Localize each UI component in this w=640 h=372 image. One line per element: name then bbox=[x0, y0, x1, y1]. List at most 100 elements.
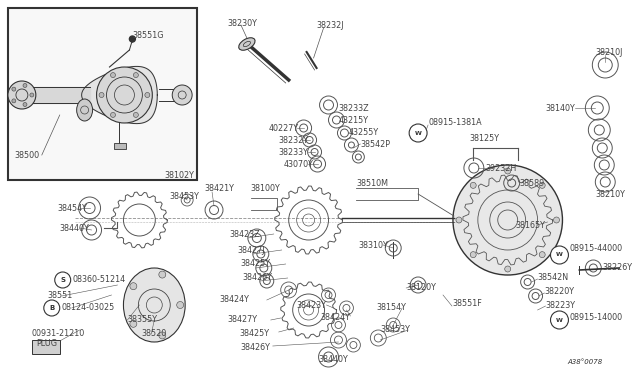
Text: S: S bbox=[60, 277, 65, 283]
Text: 38425Y: 38425Y bbox=[239, 330, 269, 339]
Text: 08915-1381A: 08915-1381A bbox=[428, 118, 482, 126]
Text: 38542N: 38542N bbox=[538, 273, 569, 282]
Bar bbox=[115, 143, 127, 149]
Circle shape bbox=[505, 168, 511, 174]
Circle shape bbox=[159, 332, 166, 339]
Circle shape bbox=[505, 266, 511, 272]
Text: 38427Y: 38427Y bbox=[227, 315, 257, 324]
Circle shape bbox=[453, 165, 563, 275]
Circle shape bbox=[177, 301, 184, 308]
Text: A38°0078: A38°0078 bbox=[568, 359, 603, 365]
Text: 38233Y: 38233Y bbox=[279, 148, 308, 157]
Text: 38165Y: 38165Y bbox=[516, 221, 545, 230]
Polygon shape bbox=[82, 66, 157, 124]
Text: 08124-03025: 08124-03025 bbox=[61, 304, 115, 312]
Circle shape bbox=[550, 246, 568, 264]
Circle shape bbox=[55, 272, 70, 288]
Text: W: W bbox=[415, 131, 422, 135]
Circle shape bbox=[111, 73, 115, 78]
Text: W: W bbox=[556, 253, 563, 257]
Circle shape bbox=[99, 93, 104, 97]
Text: 38355Y: 38355Y bbox=[127, 315, 157, 324]
Text: 38233Z: 38233Z bbox=[339, 103, 369, 112]
Circle shape bbox=[8, 81, 36, 109]
Text: 38100Y: 38100Y bbox=[251, 183, 280, 192]
Text: 38154Y: 38154Y bbox=[376, 304, 406, 312]
Text: 38210J: 38210J bbox=[595, 48, 623, 57]
Text: 38551G: 38551G bbox=[132, 31, 164, 39]
Text: 38453Y: 38453Y bbox=[380, 326, 410, 334]
Text: 38424Y: 38424Y bbox=[321, 314, 351, 323]
Text: 38520: 38520 bbox=[141, 330, 166, 339]
Circle shape bbox=[554, 217, 559, 223]
Circle shape bbox=[133, 112, 138, 118]
Text: 40227Y: 40227Y bbox=[269, 124, 299, 132]
Text: 38589: 38589 bbox=[520, 179, 545, 187]
Circle shape bbox=[550, 311, 568, 329]
Circle shape bbox=[172, 85, 192, 105]
Text: 08915-14000: 08915-14000 bbox=[570, 314, 623, 323]
Circle shape bbox=[129, 36, 136, 42]
Circle shape bbox=[30, 93, 34, 97]
Text: 38102Y: 38102Y bbox=[164, 170, 194, 180]
Text: 38542P: 38542P bbox=[360, 140, 390, 148]
Text: 00931-21210: 00931-21210 bbox=[32, 328, 85, 337]
Text: 38220Y: 38220Y bbox=[545, 288, 575, 296]
Circle shape bbox=[540, 182, 545, 188]
Text: 38125Y: 38125Y bbox=[470, 134, 500, 142]
Text: W: W bbox=[556, 317, 563, 323]
Circle shape bbox=[130, 283, 137, 290]
Text: 38421Y: 38421Y bbox=[204, 183, 234, 192]
Text: 38423Y: 38423Y bbox=[297, 301, 326, 310]
Text: 38230Y: 38230Y bbox=[227, 19, 257, 28]
Circle shape bbox=[44, 300, 60, 316]
Text: 43255Y: 43255Y bbox=[348, 128, 378, 137]
Circle shape bbox=[23, 103, 27, 106]
Bar bbox=[8, 8, 197, 180]
Text: 38440Y: 38440Y bbox=[319, 356, 348, 365]
Circle shape bbox=[470, 182, 476, 188]
Text: 38453Y: 38453Y bbox=[169, 192, 199, 201]
Text: 08360-51214: 08360-51214 bbox=[73, 276, 126, 285]
Text: 38223Y: 38223Y bbox=[545, 301, 575, 310]
Text: 38426Y: 38426Y bbox=[241, 343, 271, 353]
Bar bbox=[32, 340, 60, 354]
Text: 38210Y: 38210Y bbox=[595, 189, 625, 199]
Text: 38426Y: 38426Y bbox=[243, 273, 273, 282]
Text: 38232J: 38232J bbox=[317, 20, 344, 29]
Text: 38423Z: 38423Z bbox=[229, 230, 260, 238]
Circle shape bbox=[12, 99, 16, 103]
Text: 38140Y: 38140Y bbox=[545, 103, 575, 112]
Text: 38510M: 38510M bbox=[356, 179, 388, 187]
Circle shape bbox=[145, 93, 150, 97]
Ellipse shape bbox=[77, 99, 93, 121]
Text: 38440Y: 38440Y bbox=[60, 224, 90, 232]
Text: 38425Y: 38425Y bbox=[241, 260, 271, 269]
Text: B: B bbox=[49, 305, 54, 311]
Circle shape bbox=[133, 73, 138, 78]
Text: 38310Y: 38310Y bbox=[358, 241, 388, 250]
Text: PLUG: PLUG bbox=[36, 340, 57, 349]
Circle shape bbox=[159, 271, 166, 278]
Circle shape bbox=[470, 251, 476, 258]
Circle shape bbox=[540, 251, 545, 258]
Circle shape bbox=[409, 124, 427, 142]
Text: 08915-44000: 08915-44000 bbox=[570, 244, 623, 253]
Text: 38500: 38500 bbox=[14, 151, 39, 160]
Text: 38226Y: 38226Y bbox=[602, 263, 632, 272]
Text: 38551F: 38551F bbox=[452, 299, 482, 308]
Circle shape bbox=[111, 112, 115, 118]
Text: 38232Y: 38232Y bbox=[279, 135, 308, 144]
Ellipse shape bbox=[239, 38, 255, 50]
Text: 43070Y: 43070Y bbox=[284, 160, 314, 169]
Text: 38454Y: 38454Y bbox=[58, 203, 88, 212]
Ellipse shape bbox=[124, 268, 185, 342]
Circle shape bbox=[456, 217, 462, 223]
Circle shape bbox=[130, 320, 137, 327]
Circle shape bbox=[23, 83, 27, 87]
Circle shape bbox=[12, 87, 16, 91]
Circle shape bbox=[97, 67, 152, 123]
Text: 39232H: 39232H bbox=[486, 164, 517, 173]
Text: 38427J: 38427J bbox=[237, 246, 264, 254]
Text: 38424Y: 38424Y bbox=[219, 295, 249, 305]
